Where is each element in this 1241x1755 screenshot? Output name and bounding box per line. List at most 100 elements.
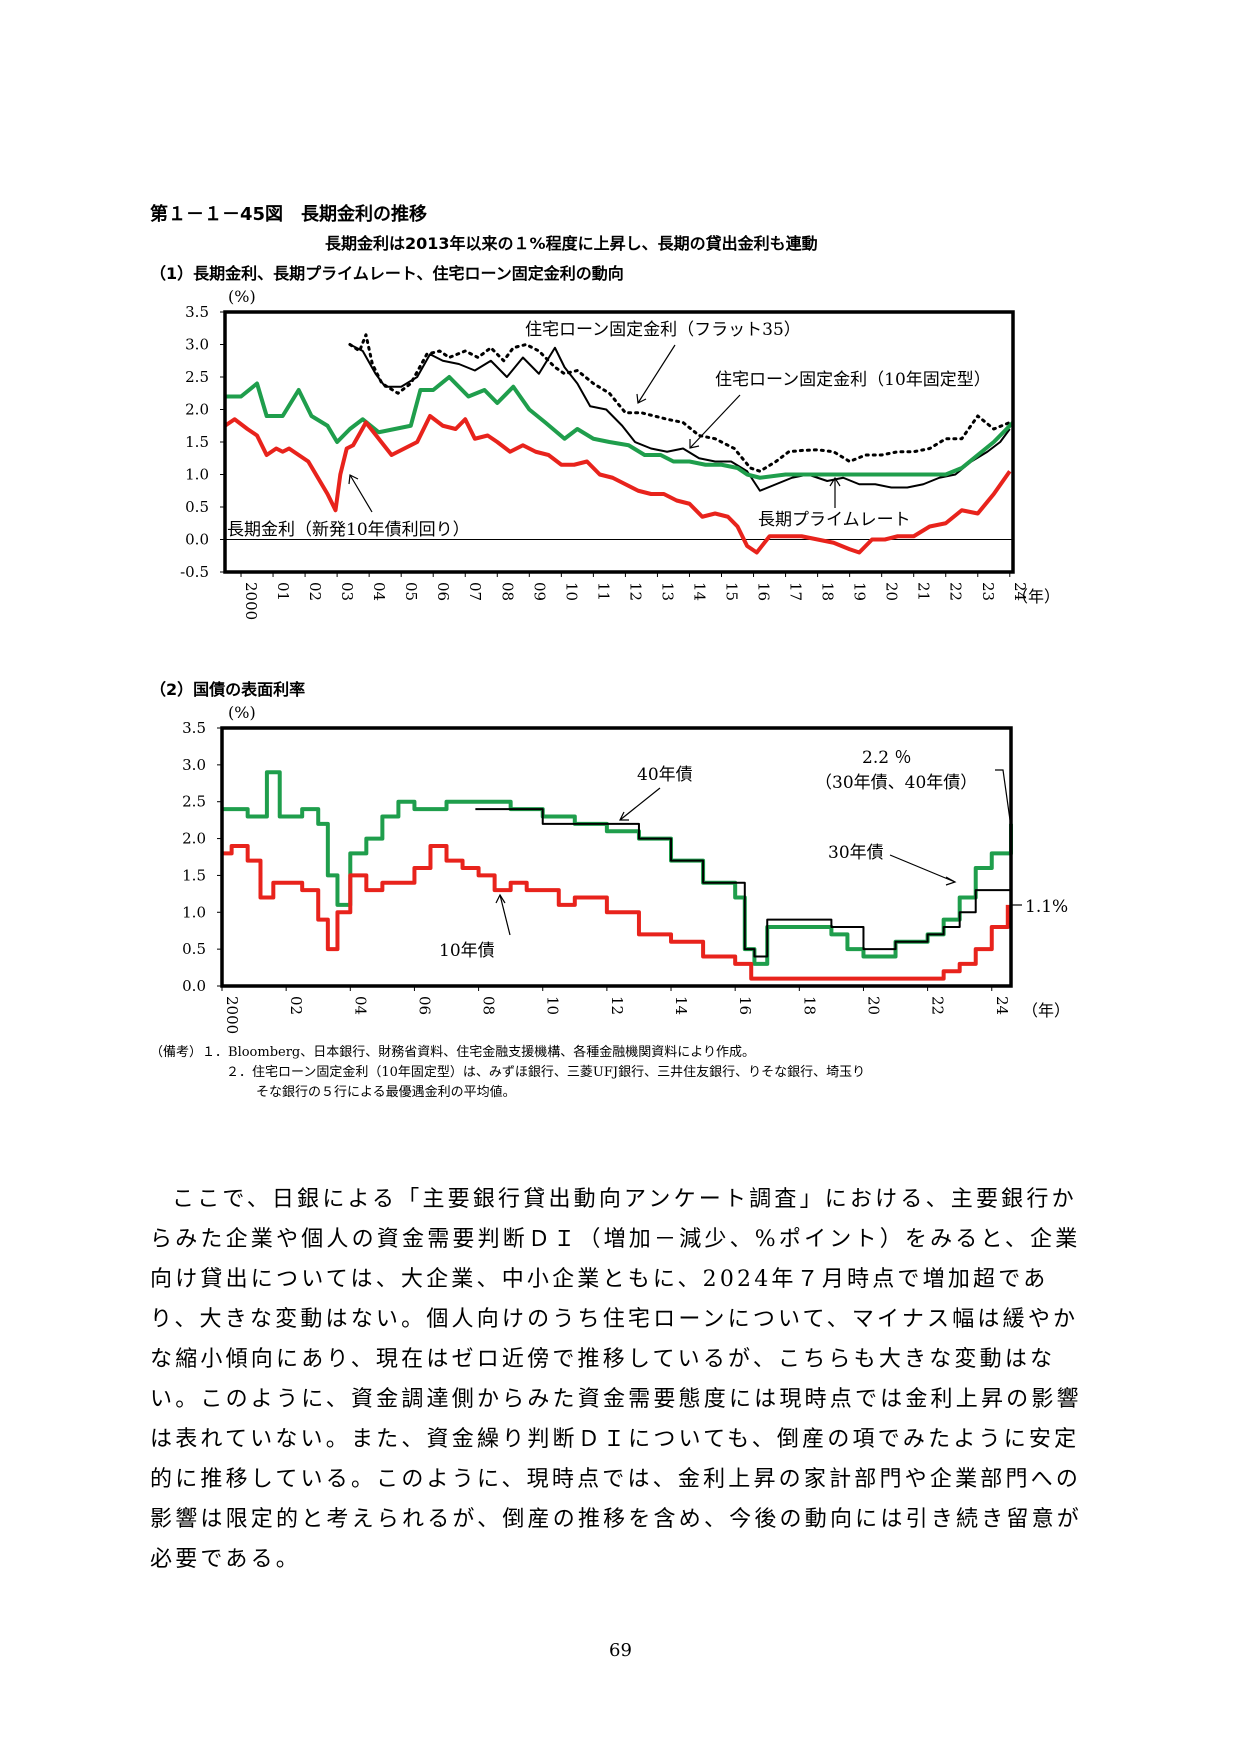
body-paragraph-block: ここで、日銀による「主要銀行貸出動向アンケート調査」における、主要銀行からみた企… (150, 1180, 1090, 1580)
notes-label: （備考） (150, 1045, 203, 1060)
note-2a: ２．住宅ローン固定金利（10年固定型）は、みずほ銀行、三菱UFJ銀行、三井住友銀… (226, 1065, 866, 1080)
x-tick-label: 01 (274, 582, 292, 601)
y-tick-label: 0.0 (185, 531, 209, 549)
x-tick-label: 18 (819, 582, 837, 601)
x-tick-label: 22 (947, 582, 965, 601)
figure-subtitle: 長期金利は2013年以来の１%程度に上昇し、長期の貸出金利も連動 (325, 234, 818, 253)
arrow-jgb10 (349, 474, 373, 513)
figure-title: 第１－１－45図 長期金利の推移 (150, 204, 428, 225)
x-tick-label: 04 (351, 996, 369, 1015)
annotation-fixed10: 住宅ローン固定金利（10年固定型） (715, 370, 991, 390)
arrow-flat35 (637, 344, 676, 404)
x-tick-label: 2000 (223, 996, 241, 1034)
series-line (348, 333, 1012, 473)
x-tick-label: 23 (979, 582, 997, 601)
notes: （備考）１．Bloomberg、日本銀行、財務省資料、住宅金融支援機構、各種金融… (150, 1043, 865, 1103)
x-tick-label: 02 (306, 582, 324, 601)
x-tick-label: 05 (402, 582, 420, 601)
x-tick-label: 12 (626, 582, 644, 601)
x-tick-label: 21 (915, 582, 933, 601)
y-tick-label: 1.0 (182, 903, 206, 921)
y-tick-label: 3.0 (182, 756, 206, 774)
x-tick-label: 20 (864, 996, 882, 1015)
x-tick-label: 12 (608, 996, 626, 1015)
series-line (223, 414, 1012, 555)
leader-2-2 (995, 769, 1011, 821)
x-tick-label: 09 (530, 582, 548, 601)
x-tick-label: 04 (370, 582, 388, 601)
x-tick-label: 24 (993, 996, 1011, 1015)
arrow-10y (499, 894, 511, 936)
panel2-unit-label: (%) (228, 703, 256, 722)
x-tick-label: 24 (1011, 582, 1029, 601)
y-tick-label: 1.5 (185, 433, 209, 451)
series-line (225, 375, 1015, 480)
panel1-title: （1）長期金利、長期プライムレート、住宅ローン固定金利の動向 (150, 264, 624, 283)
y-tick-label: -0.5 (180, 563, 209, 581)
x-tick-label: 07 (466, 582, 484, 601)
arrowhead-10y (495, 893, 506, 904)
chart-jgb-coupon: 3.5 3.0 2.5 2.0 1.5 1.0 0.5 0.0 2000 02 04 06 08 10 12… (182, 703, 1070, 1034)
x-tick-label: 10 (544, 996, 562, 1015)
chart1-frame (223, 310, 1015, 574)
arrowhead-40y (619, 811, 629, 821)
note-2b: そな銀行の５行による最優遇金利の平均値。 (256, 1085, 516, 1100)
series-line (222, 843, 1010, 981)
annotation-10y: 10年債 (439, 941, 495, 961)
x-tick-label: 14 (672, 996, 690, 1015)
y-tick-label: 3.5 (182, 719, 206, 737)
arrow-30y (889, 854, 956, 883)
x-tick-label: 20 (883, 582, 901, 601)
x-tick-label: 08 (480, 996, 498, 1015)
annotation-jgb10: 長期金利（新発10年債利回り） (227, 520, 470, 540)
y-tick-label: 0.0 (182, 977, 206, 995)
x-tick-label: 15 (723, 582, 741, 601)
arrowhead-30y (945, 876, 957, 886)
y-tick-label: 2.5 (185, 368, 209, 386)
annotation-1-1: 1.1% (1025, 897, 1068, 917)
x-tick-label: 11 (594, 582, 612, 601)
arrowhead-jgb10 (348, 474, 359, 485)
y-tick-label: 1.0 (185, 466, 209, 484)
series-line (349, 343, 1011, 492)
x-tick-label: 16 (755, 582, 773, 601)
x-tick-label: 13 (658, 582, 676, 601)
arrowhead-prime (829, 476, 841, 487)
panel2-x-unit: （年） (1022, 1001, 1070, 1020)
arrowhead-flat35 (636, 393, 647, 404)
x-tick-label: 14 (690, 582, 708, 601)
x-tick-label: 08 (498, 582, 516, 601)
annotation-prime: 長期プライムレート (758, 510, 911, 530)
chart2-frame (220, 726, 1013, 988)
panel1-x-unit: （年） (1012, 587, 1060, 606)
series-line (475, 808, 1012, 958)
y-tick-label: 2.0 (185, 401, 209, 419)
y-tick-label: 3.5 (185, 303, 209, 321)
x-tick-label: 19 (851, 582, 869, 601)
x-tick-label: 02 (287, 996, 305, 1015)
x-tick-label: 06 (434, 582, 452, 601)
annotation-flat35: 住宅ローン固定金利（フラット35） (525, 320, 801, 340)
x-tick-label: 10 (562, 582, 580, 601)
note-1: １．Bloomberg、日本銀行、財務省資料、住宅金融支援機構、各種金融機関資料… (202, 1045, 755, 1060)
x-tick-label: 18 (800, 996, 818, 1015)
x-tick-label: 06 (415, 996, 433, 1015)
arrow-fixed10 (689, 394, 741, 449)
y-tick-label: 0.5 (182, 940, 206, 958)
arrowhead-fixed10 (689, 439, 700, 449)
body-paragraph: ここで、日銀による「主要銀行貸出動向アンケート調査」における、主要銀行からみた企… (150, 1187, 1082, 1572)
y-tick-label: 2.0 (182, 830, 206, 848)
annotation-30y: 30年債 (828, 843, 884, 863)
y-tick-label: 1.5 (182, 866, 206, 884)
panel1-unit-label: (%) (228, 287, 256, 306)
x-tick-label: 2000 (242, 582, 260, 620)
annotation-2-2-sub: （30年債、40年債） (815, 773, 977, 793)
chart-long-term-rates: 3.5 3.0 2.5 2.0 1.5 1.0 0.5 0.0 -0.5 2000 01 02 03 04… (180, 287, 1060, 620)
page-number: 69 (609, 1640, 632, 1661)
annotation-40y: 40年債 (637, 765, 693, 785)
y-tick-label: 3.0 (185, 336, 209, 354)
x-tick-label: 17 (787, 582, 805, 601)
arrow-40y (619, 787, 661, 821)
y-tick-label: 0.5 (185, 498, 209, 516)
x-tick-label: 03 (338, 582, 356, 601)
